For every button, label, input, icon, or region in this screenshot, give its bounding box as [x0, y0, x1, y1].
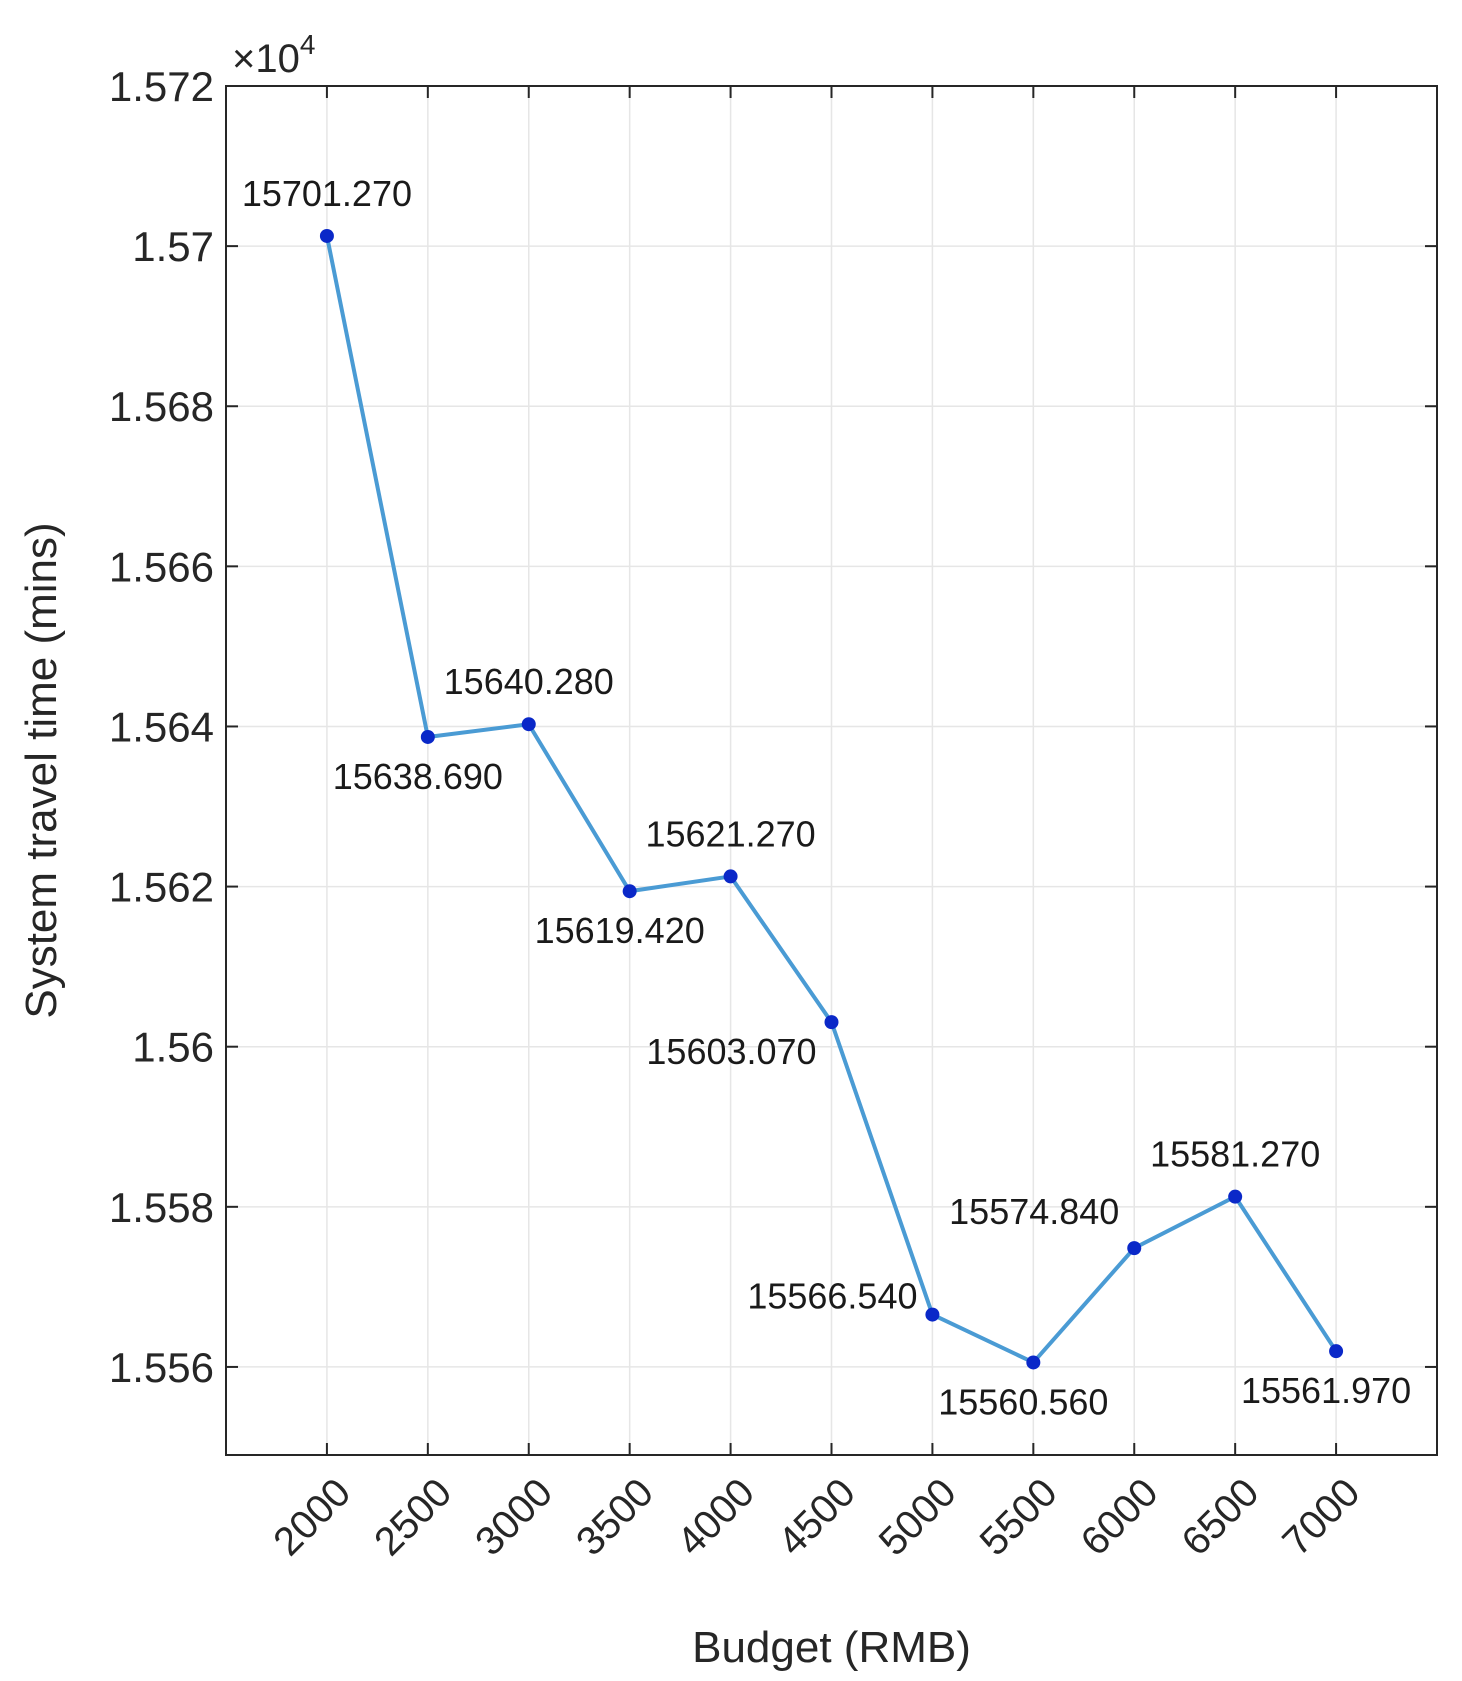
data-label: 15560.560	[938, 1381, 1108, 1422]
data-point	[420, 729, 435, 744]
x-tick-marks	[325, 86, 1338, 1455]
data-point	[1329, 1344, 1344, 1359]
data-label: 15638.690	[333, 756, 503, 797]
data-point	[319, 228, 334, 243]
y-axis-exponent-base: ×10	[232, 37, 300, 81]
y-tick-label: 1.562	[109, 864, 214, 911]
y-tick-label: 1.57	[132, 223, 214, 270]
y-tick-label: 1.558	[109, 1184, 214, 1231]
y-tick-label: 1.56	[132, 1024, 214, 1071]
y-axis-label: System travel time (mins)	[17, 522, 66, 1018]
data-point	[1026, 1355, 1041, 1370]
y-tick-label: 1.566	[109, 543, 214, 590]
data-point	[723, 869, 738, 884]
data-point	[622, 884, 637, 899]
y-tick-label: 1.556	[109, 1344, 214, 1391]
data-markers	[319, 228, 1344, 1370]
y-tick-label: 1.564	[109, 703, 214, 750]
data-label: 15581.270	[1150, 1134, 1320, 1175]
y-gridlines	[226, 245, 1437, 1368]
x-gridlines	[326, 86, 1337, 1455]
data-point	[1228, 1189, 1243, 1204]
data-point	[521, 717, 536, 732]
data-label: 15619.420	[535, 910, 705, 951]
y-axis-exponent-power: 4	[300, 29, 316, 60]
data-label: 15574.840	[949, 1191, 1119, 1232]
data-labels: 15701.270 15638.690 15640.280 15619.420 1562…	[242, 173, 1411, 1423]
y-tick-label: 1.568	[109, 383, 214, 430]
data-label: 15603.070	[646, 1031, 816, 1072]
data-point	[925, 1307, 940, 1322]
data-label: 15561.970	[1241, 1370, 1411, 1411]
data-label: 15640.280	[444, 661, 614, 702]
x-axis-label: Budget (RMB)	[692, 1623, 971, 1672]
data-label: 15621.270	[645, 813, 815, 854]
data-label: 15701.270	[242, 173, 412, 214]
data-point	[1127, 1241, 1142, 1256]
y-tick-marks	[226, 85, 1437, 1368]
y-tick-labels: 1.556 1.558 1.56 1.562 1.564 1.566 1.568 1.57 1.…	[109, 63, 214, 1391]
data-point	[824, 1015, 839, 1030]
data-label: 15566.540	[747, 1276, 917, 1317]
y-tick-label: 1.572	[109, 63, 214, 110]
y-axis-exponent: ×104	[232, 29, 315, 81]
